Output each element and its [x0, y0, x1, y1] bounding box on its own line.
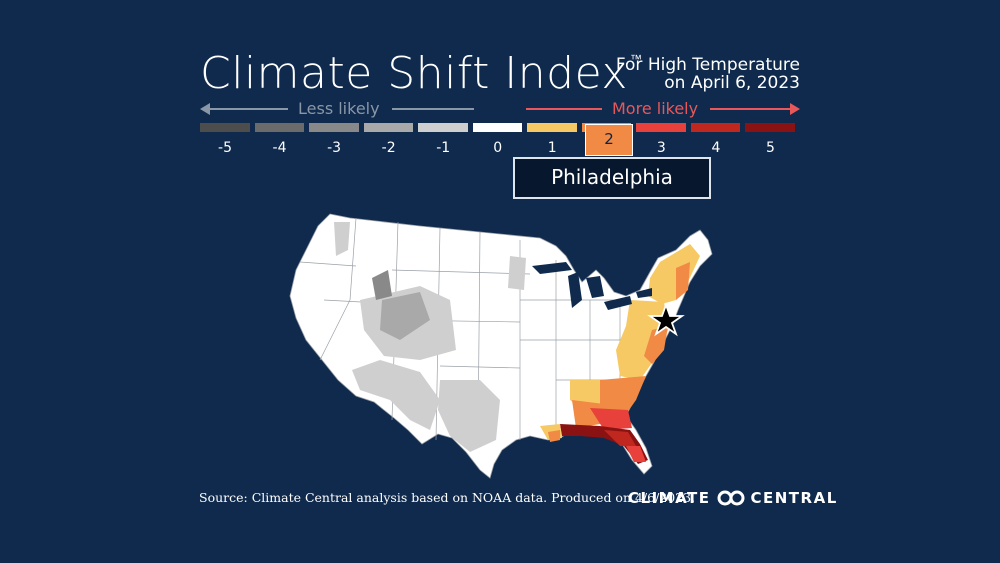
arrows-svg — [200, 103, 800, 115]
scale-swatch-5 — [745, 123, 795, 132]
more-likely-label: More likely — [612, 99, 699, 118]
source-note: Source: Climate Central analysis based o… — [199, 490, 696, 505]
logo-right-text: CENTRAL — [750, 489, 838, 507]
title-text: Climate Shift Index — [200, 48, 628, 99]
scale-swatch-0 — [472, 123, 523, 132]
city-label: Philadelphia — [513, 157, 711, 199]
star-icon — [647, 302, 685, 337]
scale-tick--5: -5 — [218, 140, 232, 156]
climate-central-logo: CLIMATE CENTRAL — [628, 488, 838, 508]
cooler-regions — [334, 222, 526, 452]
likelihood-arrows: Less likely More likely — [200, 98, 800, 122]
scale-tick--2: -2 — [381, 140, 396, 156]
scale-tick-5: 5 — [765, 140, 775, 156]
scale-swatch--2 — [363, 123, 414, 132]
scale-tick-1: 1 — [547, 140, 557, 156]
less-likely-label: Less likely — [298, 99, 380, 118]
scale-tick--1: -1 — [436, 140, 451, 156]
scale-tick-4: 4 — [711, 140, 721, 156]
trademark: ™ — [629, 52, 643, 66]
subtitle-line1: For High Temperature — [615, 55, 800, 75]
scale-tick-0: 0 — [493, 140, 503, 156]
title: Climate Shift Index ™ — [200, 48, 642, 99]
less-arrowhead-icon — [200, 103, 210, 115]
selected-level-badge: 2 — [585, 124, 633, 156]
scale-swatch-1 — [527, 123, 577, 132]
scale-swatch-3 — [636, 123, 686, 132]
logo-rings-icon — [717, 490, 744, 506]
logo-left-text: CLIMATE — [628, 489, 711, 507]
subtitle-line2: on April 6, 2023 — [664, 73, 800, 93]
great-lakes — [532, 262, 652, 310]
scale-swatch--4 — [254, 123, 305, 132]
scale-swatch--3 — [309, 123, 359, 132]
scale-tick--4: -4 — [272, 140, 287, 156]
scale-swatch--1 — [418, 123, 468, 132]
more-arrowhead-icon — [790, 103, 800, 115]
subtitle: For High Temperature on April 6, 2023 — [616, 56, 800, 92]
scale-tick--3: -3 — [327, 140, 342, 156]
scale-tick-3: 3 — [656, 140, 666, 156]
scale-swatch-4 — [690, 123, 741, 132]
scale-swatch--5 — [200, 123, 250, 132]
